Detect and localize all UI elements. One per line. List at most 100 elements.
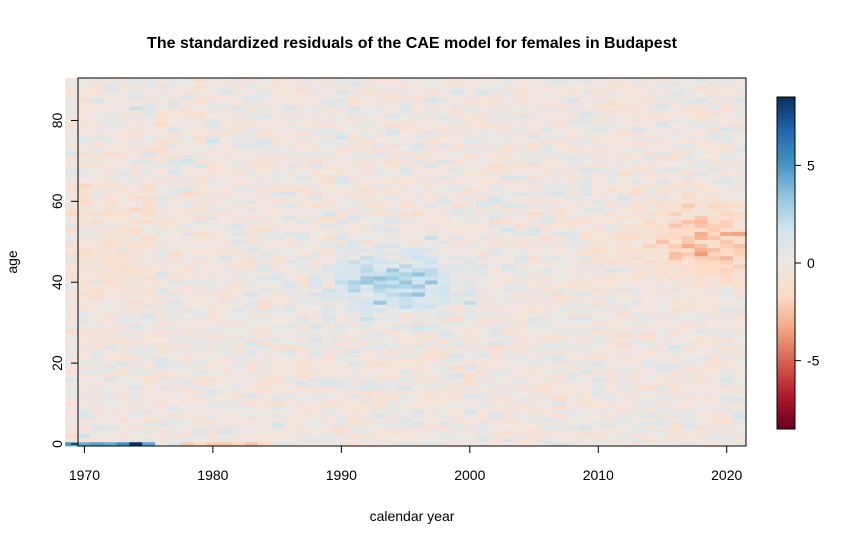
heatmap-cell [501, 78, 516, 83]
heatmap-cell [733, 377, 747, 382]
heatmap-cell [386, 348, 400, 354]
heatmap-cell [347, 243, 361, 249]
heatmap-cell [193, 255, 207, 261]
colorbar-segment [777, 141, 795, 145]
heatmap-cell [566, 215, 580, 220]
heatmap-cell [245, 296, 259, 301]
heatmap-cell [399, 126, 413, 131]
heatmap-cell [591, 365, 605, 370]
heatmap-cell [90, 118, 104, 123]
heatmap-cell [180, 361, 194, 366]
heatmap-cell [103, 90, 117, 95]
heatmap-cell [501, 421, 516, 427]
heatmap-cell [360, 106, 374, 111]
heatmap-cell [694, 235, 708, 241]
heatmap-cell [424, 219, 438, 224]
heatmap-cell [501, 235, 516, 241]
heatmap-cell [232, 437, 246, 443]
heatmap-cell [309, 207, 323, 212]
heatmap-cell [334, 320, 349, 325]
heatmap-cell [78, 304, 92, 309]
heatmap-cell [656, 336, 670, 342]
heatmap-cell [360, 268, 374, 273]
heatmap-cell [681, 162, 695, 168]
colorbar-segment [777, 182, 795, 186]
heatmap-cell [668, 381, 683, 386]
heatmap-cell [103, 126, 117, 131]
heatmap-cell [707, 122, 721, 127]
heatmap-cell [167, 187, 182, 192]
heatmap-cell [399, 146, 413, 152]
heatmap-cell [553, 340, 567, 346]
heatmap-cell [78, 223, 92, 228]
heatmap-cell [219, 288, 233, 293]
heatmap-cell [733, 276, 747, 281]
heatmap-cell [296, 284, 310, 289]
heatmap-cell [643, 405, 657, 410]
heatmap-cell [232, 162, 246, 168]
heatmap-cell [630, 284, 644, 289]
heatmap-cell [283, 211, 297, 216]
colorbar-segment [777, 365, 795, 369]
heatmap-cell [617, 251, 631, 257]
heatmap-cell [129, 344, 143, 350]
heatmap-cell [322, 243, 336, 249]
heatmap-cell [373, 195, 387, 200]
heatmap-cell [412, 235, 426, 241]
heatmap-cell [245, 191, 259, 196]
heatmap-cell [591, 179, 605, 184]
colorbar-segment [777, 171, 795, 175]
heatmap-cell [707, 98, 721, 103]
heatmap-cell [167, 86, 182, 91]
heatmap-cell [694, 373, 708, 378]
heatmap-cell [476, 284, 490, 289]
heatmap-cell [733, 437, 747, 443]
heatmap-cell [399, 154, 413, 160]
heatmap-cell [296, 336, 310, 342]
heatmap-cell [501, 272, 516, 277]
heatmap-cell [553, 300, 567, 305]
heatmap-cell [540, 409, 554, 414]
heatmap-cell [193, 421, 207, 427]
heatmap-cell [656, 195, 670, 200]
heatmap-cell [90, 90, 104, 95]
heatmap-cell [334, 162, 349, 168]
colorbar-segment [777, 196, 795, 200]
heatmap-cell [591, 259, 605, 265]
heatmap-cell [65, 272, 79, 277]
heatmap-cell [399, 231, 413, 237]
heatmap-cell [193, 187, 207, 192]
heatmap-cell [142, 211, 156, 216]
heatmap-cell [65, 223, 79, 228]
heatmap-cell [540, 340, 554, 346]
heatmap-cell [694, 90, 708, 95]
heatmap-cell [476, 150, 490, 156]
heatmap-cell [707, 179, 721, 184]
heatmap-cell [489, 195, 503, 200]
heatmap-cell [257, 344, 271, 350]
heatmap-cell [78, 227, 92, 232]
heatmap-cell [257, 268, 271, 273]
heatmap-cell [437, 425, 451, 431]
heatmap-cell [527, 324, 541, 330]
heatmap-cell [681, 316, 695, 321]
heatmap-cell [566, 122, 580, 127]
heatmap-cell [78, 239, 92, 245]
heatmap-cell [733, 227, 747, 232]
heatmap-cell [707, 296, 721, 301]
heatmap-cell [90, 166, 104, 172]
heatmap-cell [373, 162, 387, 168]
heatmap-cell [65, 179, 79, 184]
heatmap-cell [668, 357, 683, 362]
heatmap-cell [180, 251, 194, 257]
heatmap-cell [437, 146, 451, 152]
heatmap-cell [219, 405, 233, 410]
heatmap-cell [283, 324, 297, 330]
heatmap-cell [257, 320, 271, 325]
heatmap-cell [373, 373, 387, 378]
heatmap-cell [540, 336, 554, 342]
heatmap-cell [270, 251, 284, 257]
heatmap-cell [386, 316, 400, 321]
heatmap-cell [437, 272, 451, 277]
heatmap-cell [206, 429, 220, 435]
